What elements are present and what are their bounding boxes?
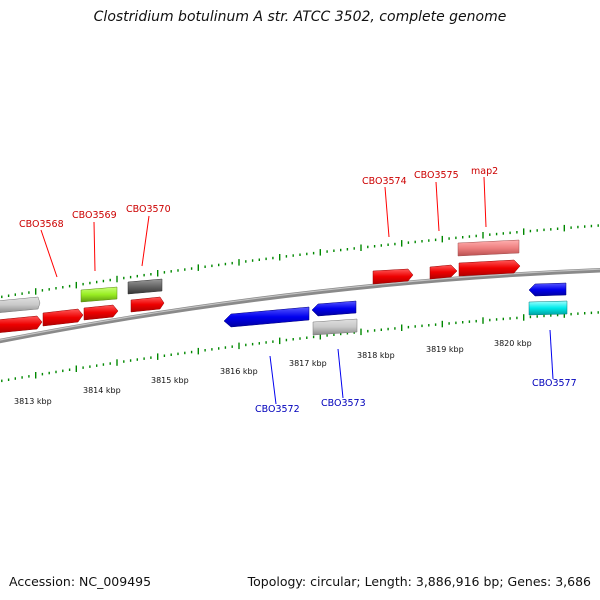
gene-label-map2[interactable]: map2 [471, 166, 498, 177]
gene-arrow-darkgray[interactable] [127, 278, 163, 295]
forward-gene-labels: CBO3568 CBO3569 CBO3570 CBO3574 CBO3575 … [19, 166, 498, 230]
gene-arrow-lime[interactable] [80, 286, 118, 303]
page-title: Clostridium botulinum A str. ATCC 3502, … [93, 9, 507, 25]
gene-arrow-blue[interactable] [311, 300, 357, 317]
gene-arrow-red[interactable] [83, 304, 119, 321]
gene-label-cbo3577[interactable]: CBO3577 [532, 378, 577, 389]
gene-arrow-lightgray[interactable] [312, 318, 358, 336]
gene-arrow-red[interactable] [458, 259, 521, 277]
gene-label-cbo3574[interactable]: CBO3574 [362, 176, 407, 187]
kbp-label-3817: 3817 kbp [289, 359, 327, 368]
kbp-label-3816: 3816 kbp [220, 367, 258, 376]
gene-arrow-red[interactable] [0, 315, 43, 333]
gene-label-cbo3575[interactable]: CBO3575 [414, 170, 459, 181]
gene-arrow-blue[interactable] [528, 282, 567, 297]
kbp-label-3819: 3819 kbp [426, 345, 464, 354]
genome-backbone-highlight [0, 268, 600, 341]
forward-label-leaders [40, 176, 487, 278]
gene-label-cbo3569[interactable]: CBO3569 [72, 210, 117, 221]
gene-arrow-cyan[interactable] [528, 300, 568, 316]
kbp-label-3820: 3820 kbp [494, 339, 532, 348]
reverse-gene-features [223, 282, 568, 336]
reverse-gene-labels: CBO3572 CBO3573 CBO3577 [255, 378, 577, 415]
reverse-label-leaders [269, 329, 554, 405]
forward-gene-features [0, 239, 521, 333]
scale-labels: 3813 kbp 3814 kbp 3815 kbp 3816 kbp 3817… [14, 339, 532, 406]
genome-summary-text: Topology: circular; Length: 3,886,916 bp… [247, 574, 591, 589]
gene-arrow-gray[interactable] [0, 296, 41, 313]
kbp-label-3813: 3813 kbp [14, 397, 52, 406]
gene-label-cbo3568[interactable]: CBO3568 [19, 219, 64, 230]
gene-label-cbo3570[interactable]: CBO3570 [126, 204, 171, 215]
gene-arrow-red[interactable] [372, 268, 414, 285]
outer-scale-ticks [1, 224, 599, 299]
kbp-label-3814: 3814 kbp [83, 386, 121, 395]
kbp-label-3815: 3815 kbp [151, 376, 189, 385]
gene-arrow-red[interactable] [429, 264, 458, 280]
gene-label-cbo3573[interactable]: CBO3573 [321, 398, 366, 409]
gene-arrow-blue[interactable] [223, 306, 310, 328]
accession-text: Accession: NC_009495 [9, 574, 152, 589]
kbp-label-3818: 3818 kbp [357, 351, 395, 360]
genome-backbone [0, 267, 600, 344]
gene-arrow-pink[interactable] [457, 239, 520, 257]
gene-arrow-red[interactable] [42, 308, 84, 327]
gene-label-cbo3572[interactable]: CBO3572 [255, 404, 300, 415]
gene-arrow-red[interactable] [130, 296, 165, 313]
